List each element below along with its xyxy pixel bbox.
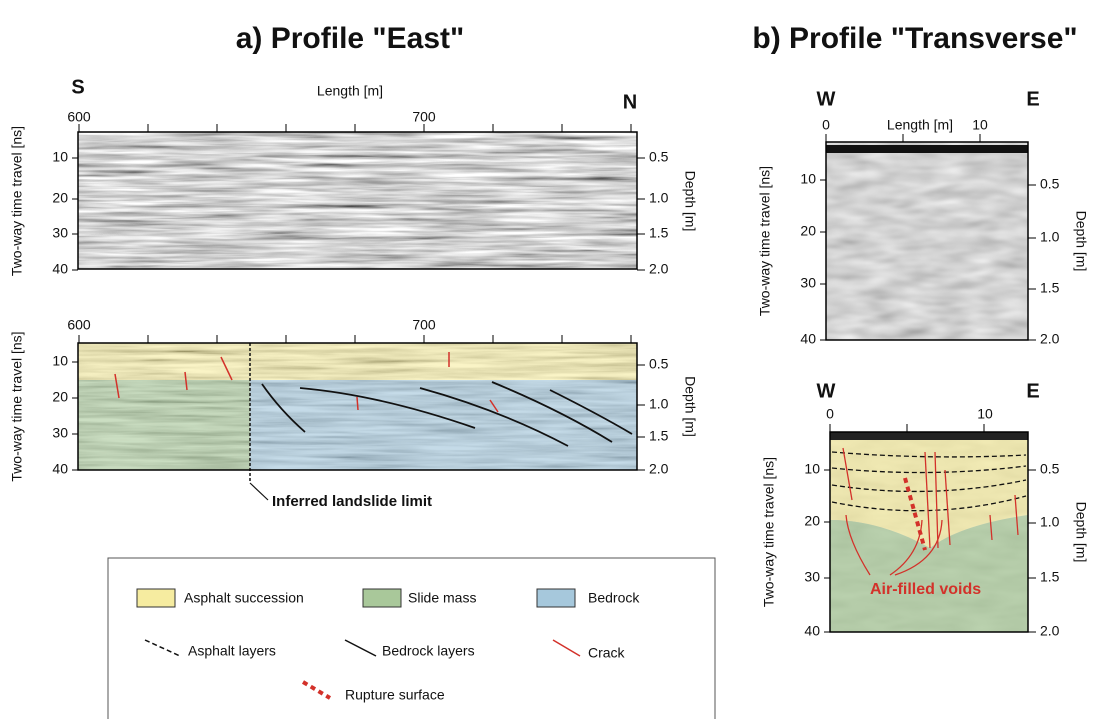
radargram <box>826 142 1028 340</box>
y-tick-label: 10 <box>52 149 68 165</box>
y-tick-label: 40 <box>800 331 816 347</box>
axis-label: Two-way time travel [ns] <box>761 457 777 607</box>
rupture-surface <box>903 477 927 551</box>
legend-label: Crack <box>588 645 626 661</box>
y-tick-label: 20 <box>804 513 820 529</box>
depth-tick-label: 0.5 <box>1040 176 1060 192</box>
axis-label: Depth [m] <box>1073 502 1089 563</box>
y-tick-label: 30 <box>52 225 68 241</box>
y-tick-label: 20 <box>52 389 68 405</box>
legend-label: Asphalt layers <box>188 643 276 659</box>
x-tick-label: 10 <box>972 117 988 133</box>
legend-swatch <box>136 588 176 608</box>
y-tick-label: 30 <box>800 275 816 291</box>
frame <box>77 342 638 471</box>
surface-reflection <box>826 145 1028 153</box>
leader-line <box>249 482 269 501</box>
y-tick-label: 40 <box>804 623 820 639</box>
side-label: E <box>1026 380 1039 402</box>
x-tick-label: 700 <box>412 317 436 333</box>
side-label: E <box>1026 88 1039 110</box>
legend-swatch <box>552 639 581 657</box>
x-tick-label: 700 <box>412 109 436 125</box>
depth-tick-label: 2.0 <box>1040 331 1060 347</box>
axis-label: Depth [m] <box>1073 211 1089 272</box>
x-tick-label: 0 <box>822 117 830 133</box>
y-tick-label: 40 <box>52 461 68 477</box>
annotation: Air-filled voids <box>870 581 981 598</box>
side-label: W <box>817 380 836 402</box>
axis-label: Two-way time travel [ns] <box>9 126 25 276</box>
legend-box <box>107 557 716 719</box>
legend-label: Bedrock layers <box>382 643 475 659</box>
cracks <box>114 352 499 413</box>
x-tick-label: 0 <box>826 406 834 422</box>
depth-tick-label: 0.5 <box>649 149 669 165</box>
frame <box>825 141 1029 341</box>
radargram <box>78 132 637 269</box>
x-tick-label: 600 <box>67 109 91 125</box>
side-label: W <box>817 88 836 110</box>
depth-tick-label: 2.0 <box>649 261 669 277</box>
depth-tick-label: 1.0 <box>649 190 669 206</box>
x-tick-label: 10 <box>977 406 993 422</box>
panel-title: b) Profile "Transverse" <box>752 22 1077 55</box>
cracks <box>842 447 1019 576</box>
legend-swatch <box>144 639 181 657</box>
legend-label: Bedrock <box>588 590 640 606</box>
depth-tick-label: 0.5 <box>1040 461 1060 477</box>
y-tick-label: 10 <box>804 461 820 477</box>
depth-tick-label: 1.0 <box>1040 514 1060 530</box>
y-tick-label: 20 <box>800 223 816 239</box>
axis-label: Two-way time travel [ns] <box>9 331 25 481</box>
slide-mass <box>830 515 1028 632</box>
y-tick-label: 30 <box>52 425 68 441</box>
depth-tick-label: 2.0 <box>1040 623 1060 639</box>
legend-label: Rupture surface <box>345 687 445 703</box>
depth-tick-label: 1.0 <box>1040 229 1060 245</box>
legend-swatch <box>536 588 576 608</box>
side-label: S <box>71 76 84 98</box>
y-tick-label: 30 <box>804 569 820 585</box>
depth-tick-label: 1.5 <box>1040 569 1060 585</box>
slide-mass <box>78 380 250 470</box>
y-tick-label: 10 <box>800 171 816 187</box>
depth-tick-label: 2.0 <box>649 461 669 477</box>
frame <box>829 431 1029 633</box>
y-tick-label: 20 <box>52 190 68 206</box>
legend-swatch <box>362 588 402 608</box>
axis-label: Length [m] <box>317 83 383 99</box>
x-tick-label: 600 <box>67 317 91 333</box>
legend-label: Slide mass <box>408 590 476 606</box>
surface-reflection <box>830 432 1028 440</box>
depth-tick-label: 1.5 <box>1040 280 1060 296</box>
depth-tick-label: 1.0 <box>649 396 669 412</box>
axis-label: Length [m] <box>887 117 953 133</box>
side-label: N <box>623 91 637 113</box>
axis-label: Two-way time travel [ns] <box>757 166 773 316</box>
depth-tick-label: 0.5 <box>649 356 669 372</box>
legend-swatch <box>344 639 377 657</box>
axis-label: Depth [m] <box>682 171 698 232</box>
frame <box>77 131 638 270</box>
depth-tick-label: 1.5 <box>649 428 669 444</box>
asphalt-layer <box>830 440 1028 548</box>
bedrock <box>250 380 637 470</box>
annotation: Inferred landslide limit <box>272 493 432 510</box>
bedrock-layers <box>261 381 633 447</box>
asphalt-layer <box>78 343 637 380</box>
y-tick-label: 10 <box>52 353 68 369</box>
panel-title: a) Profile "East" <box>236 22 465 55</box>
legend-label: Asphalt succession <box>184 590 304 606</box>
y-tick-label: 40 <box>52 261 68 277</box>
asphalt-layers <box>831 451 1027 512</box>
depth-tick-label: 1.5 <box>649 225 669 241</box>
axis-label: Depth [m] <box>682 376 698 437</box>
